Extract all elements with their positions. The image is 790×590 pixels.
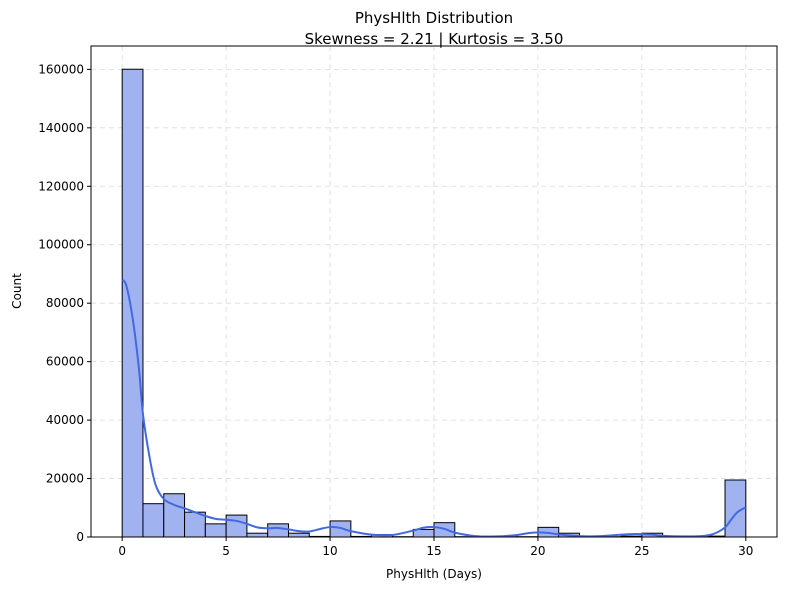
histogram-bar bbox=[267, 523, 289, 538]
x-tick-label: 10 bbox=[322, 544, 337, 558]
y-tick-label: 0 bbox=[76, 530, 84, 544]
y-tick-label: 40000 bbox=[46, 413, 84, 427]
grid-layer bbox=[91, 46, 777, 538]
x-tick-label: 15 bbox=[426, 544, 441, 558]
histogram-bar bbox=[225, 514, 248, 538]
kde-layer bbox=[121, 279, 747, 538]
x-tick-label: 30 bbox=[738, 544, 753, 558]
y-tick-label: 160000 bbox=[38, 62, 84, 76]
histogram-bar bbox=[163, 493, 186, 538]
y-tick-label: 60000 bbox=[46, 355, 84, 369]
x-axis-label: PhysHlth (Days) bbox=[386, 567, 482, 581]
chart-title: PhysHlth Distribution bbox=[355, 9, 513, 27]
x-tick-label: 20 bbox=[530, 544, 545, 558]
y-axis-label: Count bbox=[10, 273, 24, 309]
kde-curve bbox=[121, 279, 747, 538]
x-tick-label: 25 bbox=[634, 544, 649, 558]
x-tick-label: 5 bbox=[222, 544, 230, 558]
histogram-bar bbox=[204, 523, 227, 538]
ticks-layer: 0 5 10 15 20 25 30 0 20000 40000 60000 80000 100000 1… bbox=[38, 62, 753, 558]
y-tick-label: 20000 bbox=[46, 472, 84, 486]
y-tick-label: 100000 bbox=[38, 238, 84, 252]
histogram-bar bbox=[246, 532, 269, 538]
histogram-bar bbox=[121, 68, 144, 538]
y-tick-label: 80000 bbox=[46, 296, 84, 310]
x-tick-label: 0 bbox=[118, 544, 126, 558]
chart-subtitle: Skewness = 2.21 | Kurtosis = 3.50 bbox=[305, 30, 564, 48]
histogram-bar bbox=[287, 532, 310, 538]
histogram-bar bbox=[329, 520, 352, 538]
y-tick-label: 140000 bbox=[38, 121, 84, 135]
histogram-bar bbox=[142, 503, 165, 538]
y-tick-label: 120000 bbox=[38, 179, 84, 193]
